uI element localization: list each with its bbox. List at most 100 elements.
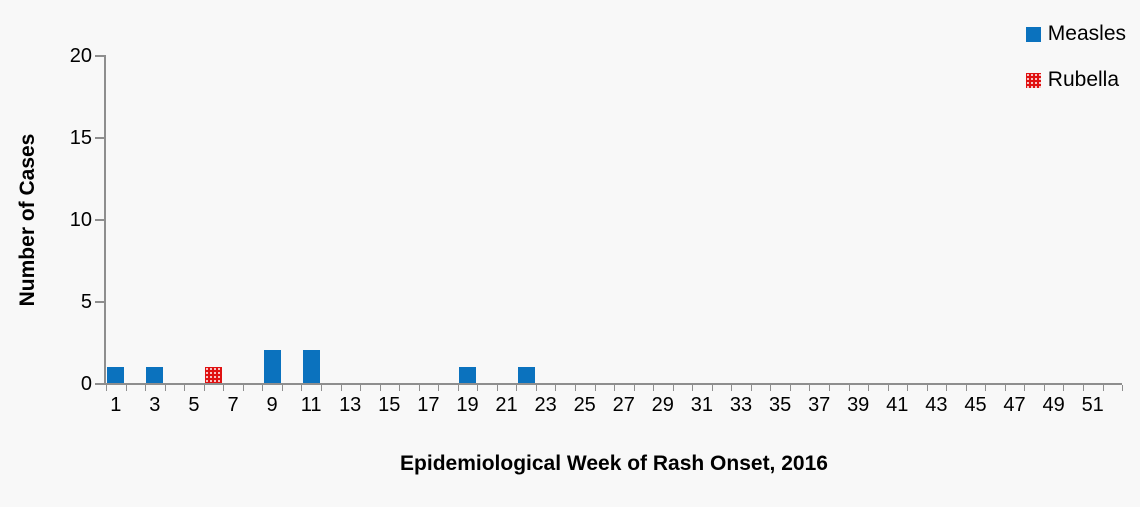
x-tick-label: 11 [300, 394, 322, 416]
x-tick-label: 45 [964, 394, 987, 416]
x-tick [438, 385, 440, 391]
x-tick [223, 385, 225, 391]
measles-swatch-icon [1025, 26, 1041, 42]
x-tick-label: 5 [188, 394, 200, 416]
x-tick-label: 9 [266, 394, 278, 416]
x-tick [399, 385, 401, 391]
legend-item-measles: Measles [1025, 22, 1126, 46]
x-tick [692, 385, 694, 391]
x-tick [614, 385, 615, 391]
x-tick-label: 49 [1042, 394, 1065, 416]
x-tick [145, 385, 147, 391]
x-tick [574, 385, 576, 391]
x-tick [965, 385, 967, 391]
y-tick-label: 15 [69, 127, 92, 149]
rubella-swatch-icon [1025, 72, 1041, 88]
x-tick [360, 385, 361, 391]
x-tick-label: 47 [1003, 394, 1026, 416]
x-tick-label: 27 [612, 394, 635, 416]
x-tick-label: 3 [149, 394, 161, 416]
measles-bar-week-19 [458, 366, 477, 383]
y-tick-label: 0 [80, 373, 92, 395]
measles-bar-week-1 [107, 366, 125, 383]
x-tick [926, 385, 928, 391]
x-tick-label: 17 [417, 394, 440, 416]
x-tick [711, 385, 713, 391]
x-tick [672, 385, 674, 391]
x-tick [907, 385, 909, 391]
y-tick [95, 137, 104, 139]
x-tick [848, 385, 850, 391]
x-tick-label: 37 [808, 394, 831, 416]
rubella-bar-week-6 [204, 366, 223, 383]
x-tick-label: 23 [534, 394, 557, 416]
x-tick [320, 385, 322, 391]
x-tick-label: 33 [729, 394, 753, 416]
measles-bar-week-9 [263, 350, 281, 383]
x-tick [340, 385, 342, 391]
x-tick [418, 385, 420, 391]
x-tick [457, 385, 459, 391]
x-tick [184, 385, 186, 391]
x-tick [1063, 385, 1065, 391]
x-tick [828, 385, 830, 391]
x-tick-label: 1 [110, 394, 122, 416]
x-tick [496, 385, 498, 391]
x-tick [1102, 385, 1104, 391]
x-tick [516, 385, 518, 391]
x-tick [653, 385, 655, 391]
legend: Measles Rubella [1025, 22, 1126, 114]
x-tick [1024, 385, 1026, 391]
x-tick [1043, 385, 1045, 391]
x-tick [379, 385, 381, 391]
x-axis-title: Epidemiological Week of Rash Onset, 2016 [400, 452, 828, 475]
x-tick-label: 39 [847, 394, 870, 416]
x-tick [809, 385, 811, 391]
y-tick-label: 10 [69, 209, 92, 231]
x-tick-label: 51 [1081, 394, 1104, 416]
y-tick [95, 219, 104, 221]
x-tick [633, 385, 635, 391]
x-tick [301, 385, 303, 391]
x-tick-label: 35 [768, 394, 792, 416]
x-tick [262, 385, 264, 391]
x-tick [1122, 385, 1123, 391]
x-tick [555, 385, 557, 391]
x-tick [535, 385, 537, 391]
y-tick-label: 20 [69, 45, 92, 67]
y-axis-line [104, 55, 106, 385]
measles-bar-week-3 [146, 366, 164, 383]
x-tick [868, 385, 869, 391]
y-tick [95, 383, 104, 385]
x-tick-label: 41 [886, 394, 909, 416]
x-tick [731, 385, 733, 391]
x-tick [750, 385, 752, 391]
x-tick [1004, 385, 1006, 391]
x-tick [770, 385, 772, 391]
legend-item-rubella: Rubella [1025, 68, 1126, 92]
x-tick-label: 15 [378, 394, 401, 416]
x-tick [281, 385, 283, 391]
x-tick [1082, 385, 1084, 391]
legend-label-rubella: Rubella [1047, 68, 1120, 91]
measles-bar-week-11 [302, 350, 320, 383]
x-tick [164, 385, 166, 391]
x-tick-label: 21 [495, 394, 518, 416]
x-tick [242, 385, 244, 391]
x-tick-label: 7 [227, 394, 239, 416]
y-tick-label: 5 [80, 291, 92, 313]
x-tick [477, 385, 479, 391]
x-tick-label: 31 [690, 394, 714, 416]
x-tick-label: 29 [651, 394, 674, 416]
x-tick-label: 13 [339, 394, 362, 416]
x-tick [594, 385, 596, 391]
x-tick-label: 19 [456, 394, 479, 416]
x-tick [789, 385, 791, 391]
x-tick [106, 385, 107, 391]
measles-bar-week-22 [517, 366, 535, 383]
y-tick [95, 55, 104, 57]
x-tick [887, 385, 889, 391]
x-tick [125, 385, 127, 391]
